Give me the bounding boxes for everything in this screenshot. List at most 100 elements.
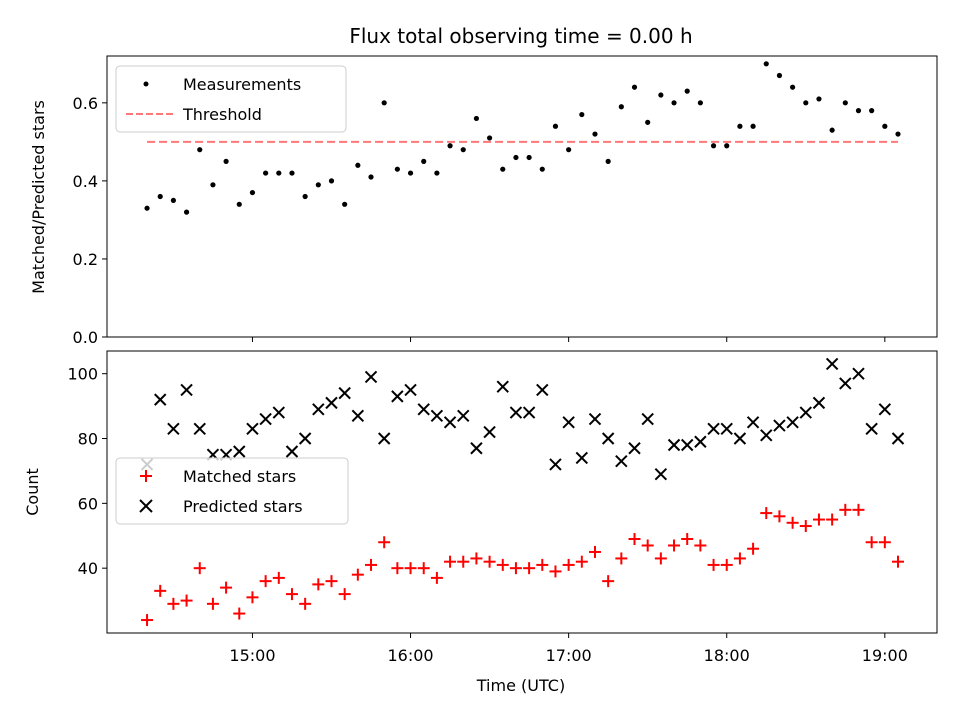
measurement-point bbox=[539, 166, 545, 172]
predicted-stars-point bbox=[351, 409, 365, 423]
matched-stars-point bbox=[167, 597, 180, 610]
predicted-stars-point bbox=[470, 442, 483, 455]
predicted-stars-point bbox=[694, 435, 707, 448]
predicted-stars-point bbox=[536, 383, 549, 397]
predicted-stars-point bbox=[298, 432, 312, 445]
count-marks bbox=[140, 357, 905, 627]
predicted-stars-point bbox=[773, 419, 786, 432]
predicted-stars-point bbox=[641, 412, 654, 426]
predicted-stars-point bbox=[746, 416, 760, 429]
legend-predicted-label: Predicted stars bbox=[183, 497, 303, 516]
measurement-point bbox=[249, 189, 256, 196]
measurement-point bbox=[816, 96, 822, 102]
predicted-stars-point bbox=[167, 422, 180, 436]
matched-stars-point bbox=[575, 555, 588, 568]
predicted-stars-point bbox=[707, 422, 720, 436]
measurement-point bbox=[710, 143, 717, 149]
matched-stars-point bbox=[180, 594, 193, 607]
matched-stars-point bbox=[338, 588, 351, 601]
measurement-point bbox=[645, 119, 651, 125]
legend-matched-label: Matched stars bbox=[183, 467, 296, 486]
ratio-x-ticks bbox=[251, 337, 886, 342]
matched-stars-point bbox=[878, 536, 891, 549]
legend-measurements-marker bbox=[143, 81, 149, 87]
predicted-stars-point bbox=[615, 454, 628, 468]
predicted-stars-point bbox=[443, 416, 457, 429]
predicted-stars-point bbox=[233, 445, 246, 458]
matched-stars-point bbox=[378, 536, 391, 549]
count-panel: 40 60 80 100 15:00 16:00 17:00 18:00 19:00 Coun… bbox=[23, 350, 938, 695]
predicted-stars-point bbox=[575, 451, 589, 465]
x-tick-label: 18:00 bbox=[704, 646, 750, 665]
measurement-point bbox=[829, 127, 835, 133]
matched-stars-point bbox=[668, 539, 681, 552]
measurement-point bbox=[500, 166, 506, 172]
matched-stars-point bbox=[404, 562, 417, 575]
measurement-point bbox=[276, 170, 282, 176]
measurement-point bbox=[210, 182, 216, 188]
ratio-legend: Measurements Threshold bbox=[115, 65, 347, 133]
predicted-stars-point bbox=[325, 396, 338, 410]
measurement-point bbox=[842, 100, 848, 106]
matched-stars-point bbox=[852, 503, 865, 516]
measurement-point bbox=[776, 72, 783, 79]
y-tick-label: 0.6 bbox=[73, 94, 98, 113]
legend-threshold-label: Threshold bbox=[182, 105, 262, 124]
matched-stars-point bbox=[799, 520, 812, 533]
matched-stars-point bbox=[562, 558, 575, 571]
measurement-point bbox=[882, 123, 888, 129]
measurement-point bbox=[289, 170, 295, 176]
matched-stars-point bbox=[747, 542, 760, 555]
predicted-stars-point bbox=[496, 380, 509, 393]
matched-stars-point bbox=[588, 545, 601, 558]
measurement-point bbox=[236, 201, 242, 207]
matched-stars-point bbox=[154, 584, 167, 597]
matched-stars-point bbox=[259, 575, 272, 588]
matched-stars-point bbox=[892, 555, 905, 568]
matched-stars-point bbox=[193, 562, 206, 575]
predicted-stars-point bbox=[483, 425, 496, 439]
matched-stars-point bbox=[760, 507, 773, 520]
measurement-point bbox=[394, 166, 400, 172]
measurement-point bbox=[447, 143, 453, 149]
measurement-point bbox=[381, 100, 387, 106]
matched-stars-point bbox=[681, 533, 694, 545]
measurement-point bbox=[697, 100, 703, 106]
measurement-point bbox=[631, 84, 638, 90]
measurement-point bbox=[157, 193, 163, 200]
ratio-y-axis-label: Matched/Predicted stars bbox=[29, 100, 48, 294]
ratio-marks bbox=[144, 61, 901, 215]
matched-stars-point bbox=[351, 568, 364, 581]
predicted-stars-point bbox=[733, 432, 747, 445]
predicted-stars-point bbox=[865, 422, 878, 436]
predicted-stars-point bbox=[628, 442, 641, 455]
measurement-point bbox=[368, 174, 374, 180]
measurement-point bbox=[566, 147, 572, 153]
ratio-panel: 0.0 0.2 0.4 0.6 Matched/Predicted stars Mea… bbox=[29, 55, 938, 347]
count-x-ticks: 15:00 16:00 17:00 18:00 19:00 bbox=[229, 633, 908, 665]
y-tick-label: 0.2 bbox=[73, 250, 98, 269]
matched-stars-point bbox=[325, 575, 338, 588]
predicted-stars-point bbox=[180, 383, 193, 397]
matched-stars-point bbox=[509, 562, 522, 575]
predicted-stars-point bbox=[799, 406, 812, 419]
predicted-stars-point bbox=[391, 390, 404, 403]
matched-stars-point bbox=[220, 581, 233, 594]
matched-stars-point bbox=[496, 558, 509, 571]
measurement-point bbox=[552, 123, 559, 129]
measurement-point bbox=[407, 170, 414, 176]
matched-stars-point bbox=[602, 575, 615, 588]
x-tick-label: 16:00 bbox=[387, 646, 433, 665]
measurement-point bbox=[486, 135, 493, 141]
matched-stars-point bbox=[707, 558, 720, 571]
measurement-point bbox=[579, 111, 585, 118]
matched-stars-point bbox=[839, 503, 852, 516]
count-y-axis-label: Count bbox=[23, 468, 42, 516]
predicted-stars-point bbox=[259, 412, 272, 426]
measurement-point bbox=[592, 131, 598, 137]
predicted-stars-point bbox=[272, 406, 286, 419]
matched-stars-point bbox=[549, 565, 562, 578]
matched-stars-point bbox=[141, 614, 154, 627]
measurement-point bbox=[684, 88, 690, 94]
matched-stars-point bbox=[444, 555, 457, 568]
